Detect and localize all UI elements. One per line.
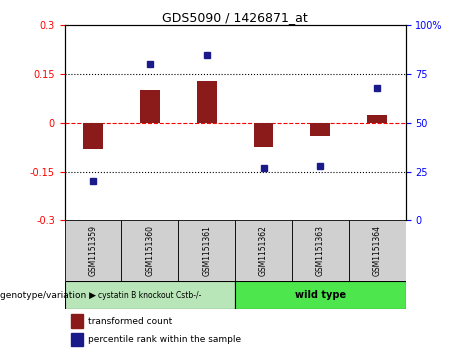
Text: GSM1151364: GSM1151364: [373, 225, 382, 277]
Title: GDS5090 / 1426871_at: GDS5090 / 1426871_at: [162, 11, 308, 24]
Bar: [140, 90, 160, 123]
Text: wild type: wild type: [295, 290, 346, 300]
Text: GSM1151363: GSM1151363: [316, 225, 325, 277]
Text: cystatin B knockout Cstb-/-: cystatin B knockout Cstb-/-: [98, 291, 201, 299]
Bar: [310, 123, 331, 136]
Bar: [83, 123, 103, 149]
Bar: [65, 281, 235, 309]
Bar: [71, 314, 83, 328]
Text: GSM1151359: GSM1151359: [89, 225, 97, 277]
Bar: [65, 220, 121, 281]
Text: GSM1151362: GSM1151362: [259, 225, 268, 276]
Text: GSM1151360: GSM1151360: [145, 225, 154, 277]
Bar: [235, 220, 292, 281]
Text: GSM1151361: GSM1151361: [202, 225, 211, 276]
Bar: [292, 220, 349, 281]
Text: percentile rank within the sample: percentile rank within the sample: [89, 335, 242, 344]
Bar: [349, 220, 406, 281]
Bar: [367, 115, 387, 123]
Bar: [197, 81, 217, 123]
Bar: [121, 220, 178, 281]
Bar: [178, 220, 235, 281]
Bar: [254, 123, 273, 147]
Bar: [71, 333, 83, 347]
Text: genotype/variation ▶: genotype/variation ▶: [0, 291, 96, 299]
Text: transformed count: transformed count: [89, 317, 173, 326]
Bar: [235, 281, 406, 309]
